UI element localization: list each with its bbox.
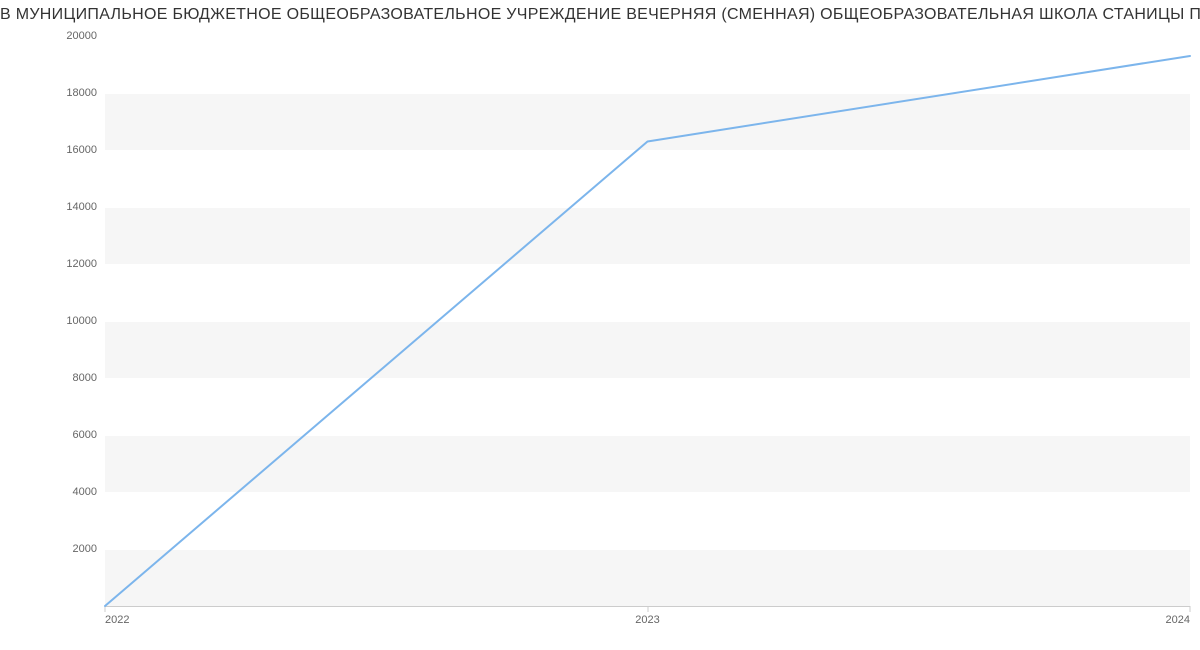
y-tick-label: 20000 [66, 30, 97, 42]
y-tick-label: 18000 [66, 87, 97, 99]
chart-title: В МУНИЦИПАЛЬНОЕ БЮДЖЕТНОЕ ОБЩЕОБРАЗОВАТЕ… [0, 6, 1200, 24]
y-tick-label: 2000 [73, 543, 97, 555]
x-tick-label: 2023 [635, 614, 659, 626]
y-tick-label: 6000 [73, 429, 97, 441]
x-tick-mark [647, 606, 648, 612]
line-chart: В МУНИЦИПАЛЬНОЕ БЮДЖЕТНОЕ ОБЩЕОБРАЗОВАТЕ… [0, 0, 1200, 650]
y-tick-label: 14000 [66, 201, 97, 213]
x-tick-label: 2024 [1166, 614, 1190, 626]
y-tick-label: 12000 [66, 258, 97, 270]
y-tick-label: 4000 [73, 486, 97, 498]
x-tick-mark [1190, 606, 1191, 612]
y-tick-label: 10000 [66, 315, 97, 327]
series-layer [105, 36, 1190, 606]
y-tick-label: 8000 [73, 372, 97, 384]
x-tick-label: 2022 [105, 614, 129, 626]
y-tick-label: 16000 [66, 144, 97, 156]
plot-area: 2000400060008000100001200014000160001800… [105, 36, 1190, 606]
series-line [105, 56, 1190, 606]
